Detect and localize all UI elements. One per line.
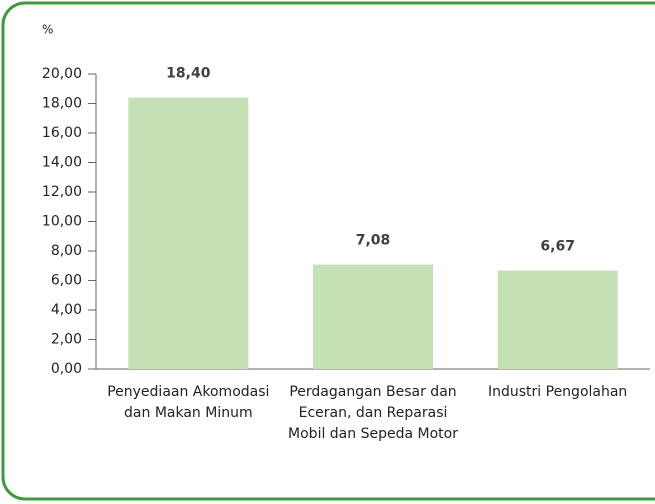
y-tick-label: 16,00 [42,125,82,141]
value-label: 7,08 [356,233,391,249]
y-tick-label: 4,00 [51,302,82,318]
value-label: 18,40 [166,66,211,82]
y-tick-label: 12,00 [42,184,82,200]
x-tick-label: Penyediaan Akomodasi dan Makan Minum [107,384,270,421]
x-tick-label: Industri Pengolahan [487,384,628,400]
value-label: 6,67 [540,239,575,255]
bar [313,264,433,369]
y-axis-label: % [42,23,53,37]
y-tick-label: 20,00 [42,66,82,82]
y-tick-label: 6,00 [51,273,82,289]
y-tick-label: 2,00 [51,332,82,348]
y-tick-label: 10,00 [42,214,82,230]
bar [128,97,249,369]
x-tick-label: Perdagangan Besar dan Eceran, dan Repara… [288,384,458,442]
y-tick-label: 18,00 [42,96,82,112]
bar [497,270,618,369]
y-tick-label: 0,00 [51,361,82,377]
y-tick-label: 14,00 [42,155,82,171]
y-tick-label: 8,00 [51,243,82,259]
